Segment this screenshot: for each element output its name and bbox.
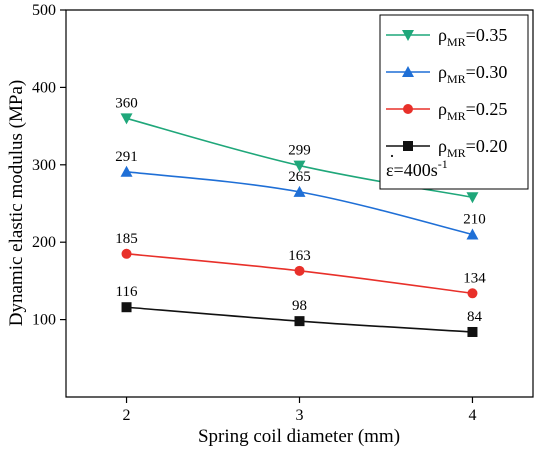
series-4-label-3: 84 xyxy=(467,309,483,325)
legend-symbol-2: ρ xyxy=(438,62,447,82)
legend-marker-3 xyxy=(403,104,413,114)
strain-rate-annotation: ε=400s-1· xyxy=(386,146,448,180)
legend-marker-2 xyxy=(402,66,414,77)
series-4-point-1 xyxy=(121,302,132,313)
series-2-point-3 xyxy=(466,228,479,240)
series-2-label-1: 291 xyxy=(115,149,138,165)
legend-symbol-1: ρ xyxy=(438,25,447,45)
y-tick-label-4: 400 xyxy=(32,79,56,96)
series-1-label-1: 360 xyxy=(115,95,138,111)
series-2-label-2: 265 xyxy=(288,169,311,185)
series-2-point-1 xyxy=(120,165,133,177)
axes xyxy=(65,9,534,398)
y-axis-title: Dynamic elastic modulus (MPa) xyxy=(6,80,27,326)
legend-label-3: ρMR=0.25 xyxy=(438,99,507,123)
series-3-label-1: 185 xyxy=(115,231,138,247)
x-axis-title: Spring coil diameter (mm) xyxy=(198,426,400,447)
legend-value-4: =0.20 xyxy=(466,136,508,156)
legend-label-1: ρMR=0.35 xyxy=(438,25,507,49)
strain-rate-dot: · xyxy=(389,146,395,166)
series-4-label-1: 116 xyxy=(116,284,138,300)
legend-marker-4 xyxy=(403,141,413,151)
series-4-point-2 xyxy=(294,316,305,327)
series-3-label-3: 134 xyxy=(463,270,486,286)
y-tick-label-2: 200 xyxy=(32,234,56,251)
y-tick-label-3: 300 xyxy=(32,157,56,174)
series-4-label-2: 98 xyxy=(292,298,307,314)
series-1-point-2 xyxy=(293,160,306,172)
series-1-point-3 xyxy=(466,192,479,204)
series-3-label-2: 163 xyxy=(288,248,311,264)
series-layer xyxy=(120,113,479,337)
series-4-point-3 xyxy=(467,326,478,337)
plot-frame xyxy=(65,9,534,398)
legend-subscript-3: MR xyxy=(447,109,466,123)
legend-subscript-4: MR xyxy=(447,146,466,160)
series-3-point-3 xyxy=(467,288,478,299)
x-tick-label-2: 3 xyxy=(296,407,304,424)
series-1-label-2: 299 xyxy=(288,143,311,159)
y-tick-label-5: 500 xyxy=(32,2,56,19)
legend-value-1: =0.35 xyxy=(466,25,508,45)
series-3-point-2 xyxy=(294,265,305,276)
legend-symbol-4: ρ xyxy=(438,136,447,156)
x-tick-label-3: 4 xyxy=(468,407,476,424)
y-tick-label-1: 100 xyxy=(32,312,56,329)
series-2-point-2 xyxy=(293,185,306,197)
legend-symbol-3: ρ xyxy=(438,99,447,119)
x-tick-label-1: 2 xyxy=(123,407,131,424)
series-1-point-1 xyxy=(120,113,133,125)
legend-subscript-1: MR xyxy=(447,35,466,49)
legend-box xyxy=(379,14,529,190)
strain-rate-text: ε=400s-1 xyxy=(386,157,448,180)
y-axis-ticks: 100 200 300 400 500 xyxy=(32,2,66,329)
legend-value-3: =0.25 xyxy=(466,99,508,119)
series-3-point-1 xyxy=(121,248,132,259)
legend-marker-1 xyxy=(402,30,414,41)
legend-label-2: ρMR=0.30 xyxy=(438,62,507,86)
legend-subscript-2: MR xyxy=(447,72,466,86)
series-2-label-3: 210 xyxy=(463,211,486,227)
x-axis-ticks: 2 3 4 xyxy=(123,397,476,424)
legend-label-4: ρMR=0.20 xyxy=(438,136,507,160)
strain-rate-superscript: -1 xyxy=(438,157,448,171)
legend-value-2: =0.30 xyxy=(466,62,508,82)
